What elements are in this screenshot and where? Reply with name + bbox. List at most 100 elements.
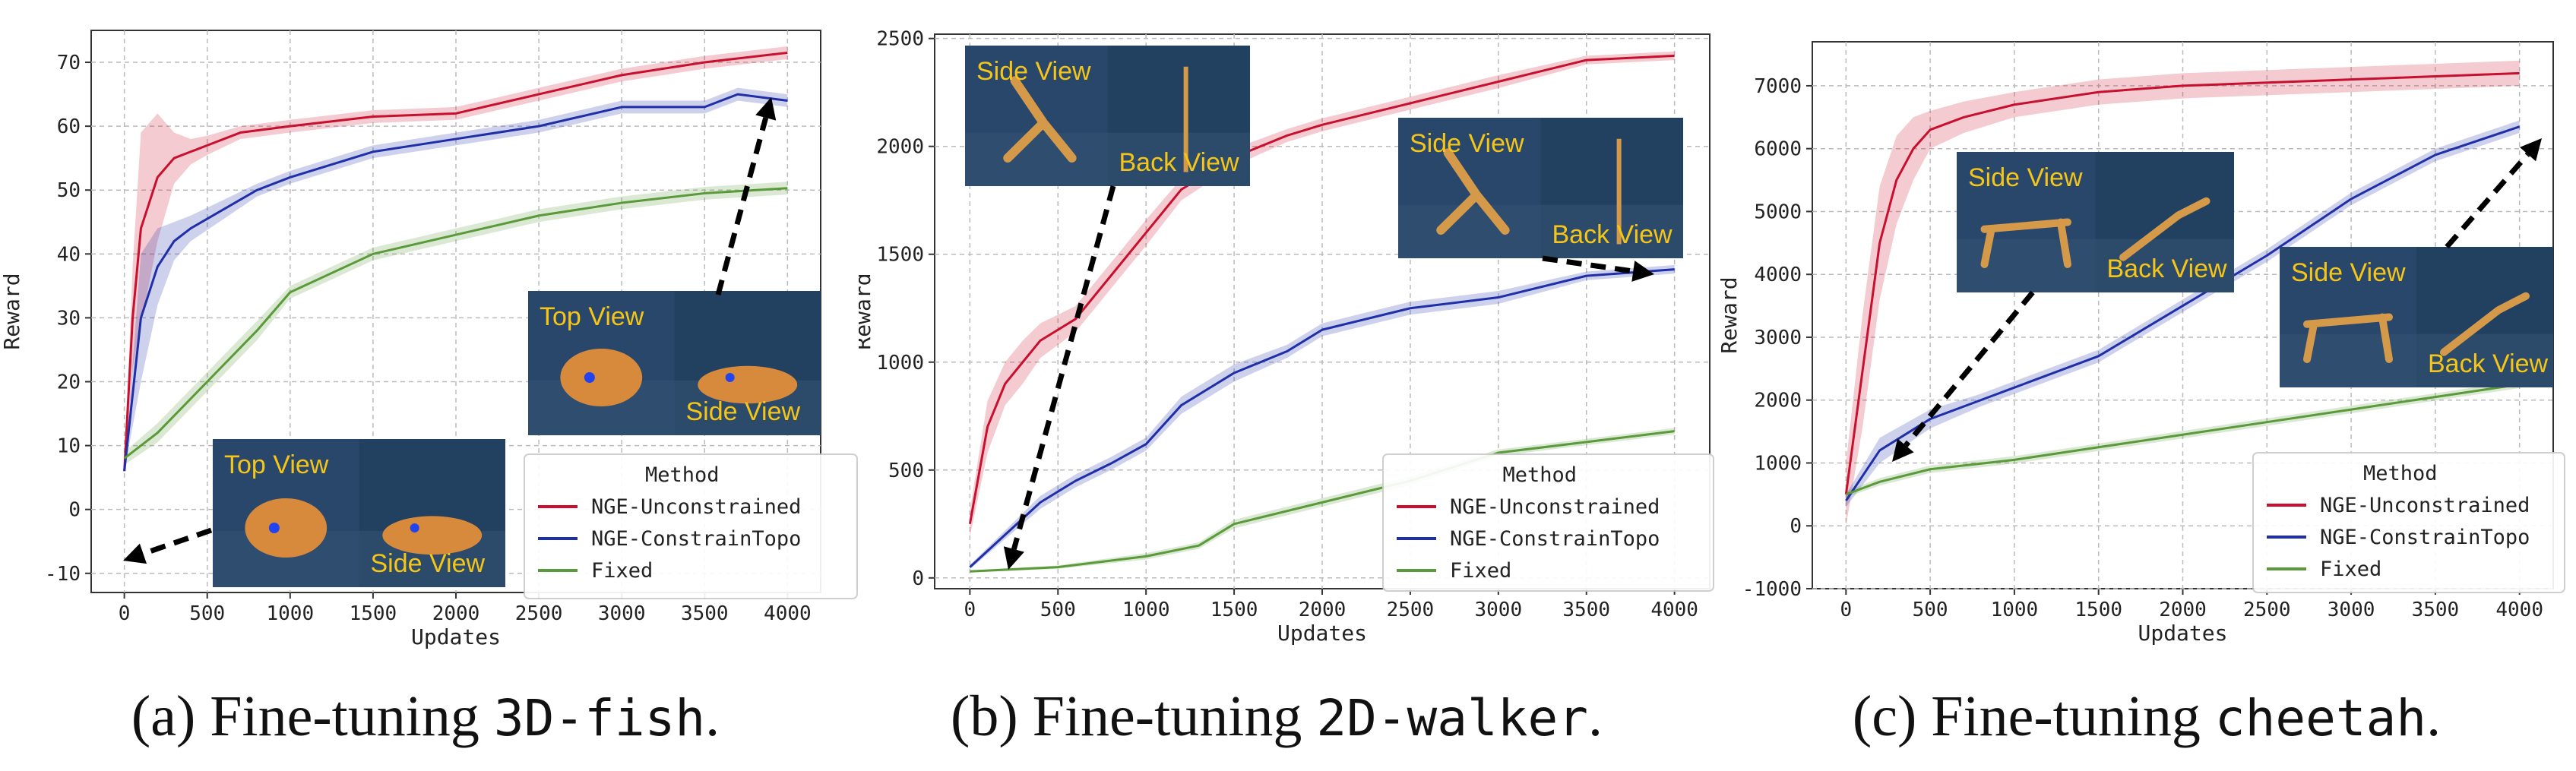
legend-box <box>524 453 858 599</box>
caption-cheetah: (c) Fine-tuning cheetah. <box>1748 684 2546 750</box>
x-tick-label: 0 <box>1840 599 1852 621</box>
x-tick-label: 1000 <box>1991 599 2039 621</box>
series-line-fixed <box>123 187 788 460</box>
y-tick-label: 6000 <box>1754 138 1802 161</box>
creature-eye <box>410 523 419 532</box>
legend-title: Method <box>645 463 720 487</box>
y-tick-label: -10 <box>45 563 81 586</box>
series-line-nge-unconstrained <box>123 51 788 472</box>
y-tick-label: 500 <box>888 460 924 482</box>
x-tick-label: 4000 <box>2495 599 2543 621</box>
inset-label-left: Side View <box>1968 163 2083 192</box>
series-line-fixed <box>1845 383 2520 496</box>
x-axis-label: Updates <box>411 624 501 649</box>
chart-fish: 0 500 1000 1500 2000 2500 3000 3500 4000 -10 0 10 20… <box>0 30 858 649</box>
creature-shape <box>2119 197 2210 261</box>
chart-cheetah: 0 500 1000 1500 2000 2500 3000 3500 4000 -1000 0 10… <box>1717 41 2565 646</box>
y-axis-label: Reward <box>859 273 875 349</box>
pointer-arrowhead <box>1631 261 1654 282</box>
legend: Method NGE-Unconstrained NGE-ConstrainTopo… <box>524 453 858 599</box>
pointer-arrow <box>1904 290 2035 447</box>
x-tick-label: 1500 <box>350 602 397 625</box>
y-tick-label: 60 <box>57 115 81 138</box>
caption-fish: (a) Fine-tuning 3D-fish. <box>46 684 805 750</box>
series-band-fixed <box>124 182 788 465</box>
panel-cheetah: 0 500 1000 1500 2000 2500 3000 3500 4000 -1000 0 10… <box>1717 0 2576 668</box>
creature-eye <box>725 373 735 382</box>
creature-eye <box>584 372 595 383</box>
inset-walker-final: Side View Back View <box>1398 118 1683 258</box>
x-tick-label: 1500 <box>1210 599 1258 621</box>
x-tick-label: 3500 <box>2412 599 2460 621</box>
y-axis-label: Reward <box>1717 276 1742 353</box>
pointer-arrowhead <box>2520 138 2542 162</box>
inset-floor <box>2280 333 2553 387</box>
inset-floor <box>1957 239 2234 292</box>
y-tick-label: 70 <box>57 52 81 74</box>
legend-entry: Fixed <box>2320 558 2381 581</box>
legend-entry: Fixed <box>591 559 653 583</box>
inset-label-left: Top View <box>224 450 329 479</box>
creature-shape <box>1436 148 1510 235</box>
creature-shape <box>382 516 483 555</box>
caption-suffix: . <box>2426 684 2442 748</box>
y-tick-label: 0 <box>912 567 924 590</box>
caption-prefix: (a) Fine-tuning <box>131 684 494 748</box>
legend-entry: NGE-Unconstrained <box>1450 495 1660 519</box>
inset-label-right: Side View <box>371 549 486 578</box>
pointer-arrow <box>715 117 769 295</box>
caption-walker: (b) Fine-tuning 2D-walker. <box>874 684 1679 750</box>
caption-prefix: (c) Fine-tuning <box>1852 684 2215 748</box>
x-tick-label: 1500 <box>2074 599 2122 621</box>
inset-label-left: Side View <box>1410 129 1524 158</box>
legend: Method NGE-Unconstrained NGE-ConstrainTopo… <box>2252 452 2565 593</box>
y-tick-label: 50 <box>57 179 81 202</box>
creature-shape <box>698 365 798 404</box>
inset-fish-final: Top View Side View <box>528 291 821 435</box>
caption-mono: 3D-fish <box>493 689 706 747</box>
legend-entry: NGE-ConstrainTopo <box>591 527 801 551</box>
x-tick-label: 500 <box>1040 599 1076 621</box>
y-tick-label: 10 <box>57 435 81 458</box>
series-line-fixed <box>970 430 1675 573</box>
x-tick-label: 3500 <box>681 602 729 625</box>
inset-label-right: Side View <box>686 397 801 426</box>
y-tick-label: 30 <box>57 307 81 330</box>
y-tick-label: 4000 <box>1754 264 1802 286</box>
x-tick-label: 0 <box>119 602 131 625</box>
y-axis-label: Reward <box>0 273 24 349</box>
inset-label-left: Top View <box>540 302 644 331</box>
legend-entry: NGE-Unconstrained <box>591 495 801 519</box>
y-tick-label: 40 <box>57 243 81 266</box>
legend-entry: NGE-Unconstrained <box>2320 494 2530 517</box>
x-tick-label: 3500 <box>1562 599 1610 621</box>
y-tick-label: 1000 <box>1754 452 1802 475</box>
y-tick-label: 2500 <box>876 28 924 51</box>
x-axis-label: Updates <box>2138 621 2227 646</box>
pointer-arrowhead <box>1892 438 1914 462</box>
panel-fish: 0 500 1000 1500 2000 2500 3000 3500 4000 -10 0 10 20… <box>0 0 859 668</box>
creature-shape <box>2303 313 2393 363</box>
inset-label-left: Side View <box>2291 258 2406 287</box>
x-tick-label: 500 <box>189 602 225 625</box>
legend-entry: NGE-ConstrainTopo <box>1450 527 1660 551</box>
y-tick-label: 3000 <box>1754 327 1802 349</box>
inset-label-right: Back View <box>2428 349 2549 378</box>
creature-shape <box>560 349 643 406</box>
x-axis-label: Updates <box>1277 621 1367 646</box>
y-tick-label: 0 <box>68 499 81 522</box>
x-tick-label: 3000 <box>2328 599 2375 621</box>
inset-label-left: Side View <box>976 57 1091 86</box>
caption-prefix: (b) Fine-tuning <box>951 684 1317 748</box>
y-tick-label: -1000 <box>1742 578 1802 601</box>
pointer-arrow <box>1011 185 1116 550</box>
legend-title: Method <box>2363 462 2438 485</box>
caption-suffix: . <box>1587 684 1603 748</box>
series-line-nge-unconstrained <box>968 54 1675 525</box>
series-band-fixed <box>970 428 1675 573</box>
panel-walker: 0 500 1000 1500 2000 2500 3000 3500 4000 0 500 1000… <box>859 0 1717 668</box>
x-tick-label: 2000 <box>2159 599 2207 621</box>
x-tick-label: 500 <box>1913 599 1948 621</box>
chart-walker: 0 500 1000 1500 2000 2500 3000 3500 4000 0 500 1000… <box>859 28 1714 646</box>
y-tick-label: 5000 <box>1754 201 1802 223</box>
